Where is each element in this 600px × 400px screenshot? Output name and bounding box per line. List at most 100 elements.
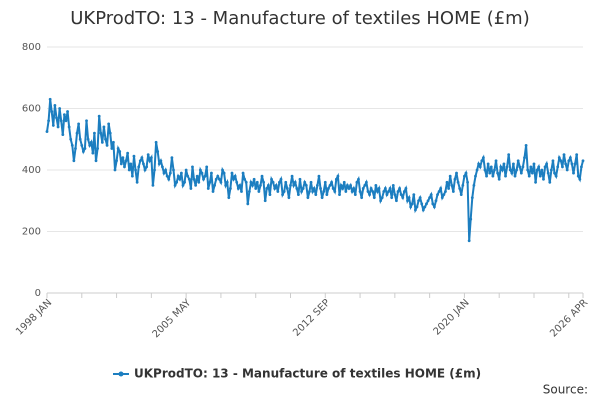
point — [61, 133, 65, 137]
point — [448, 174, 452, 178]
point — [78, 137, 82, 141]
point — [93, 131, 96, 135]
point — [475, 168, 479, 172]
point — [556, 165, 560, 169]
point — [243, 177, 247, 181]
point — [410, 202, 414, 206]
point — [327, 187, 330, 190]
point — [247, 190, 251, 193]
point — [415, 205, 419, 209]
point — [363, 183, 367, 187]
point — [232, 177, 235, 181]
point — [260, 174, 264, 178]
point — [230, 171, 234, 175]
point — [464, 171, 468, 175]
point — [205, 165, 209, 169]
point — [510, 171, 514, 175]
point — [172, 168, 175, 172]
point — [129, 162, 133, 166]
point — [66, 110, 69, 113]
point — [159, 159, 163, 163]
point — [325, 193, 329, 197]
point — [450, 183, 454, 187]
point — [254, 187, 258, 190]
point — [83, 147, 87, 150]
point — [477, 162, 481, 166]
point — [399, 193, 403, 197]
point — [406, 199, 409, 203]
point — [402, 190, 406, 193]
point — [181, 183, 185, 187]
point — [227, 196, 231, 200]
point — [515, 168, 518, 172]
point — [519, 171, 523, 175]
point — [191, 165, 194, 169]
point — [366, 190, 370, 193]
point — [388, 187, 392, 190]
point — [295, 187, 299, 190]
y-tick-label: 600 — [22, 104, 41, 115]
point — [396, 190, 400, 193]
point — [545, 162, 549, 166]
point — [442, 193, 446, 197]
point — [336, 174, 340, 178]
point — [266, 183, 270, 187]
point — [184, 168, 188, 172]
point — [211, 190, 215, 193]
point — [481, 156, 485, 160]
point — [278, 180, 281, 184]
y-tick-label: 200 — [22, 227, 41, 238]
point — [178, 177, 182, 181]
point — [100, 140, 104, 144]
point — [74, 147, 77, 150]
point — [431, 202, 435, 206]
point — [377, 187, 381, 190]
point — [240, 190, 243, 193]
point — [298, 177, 302, 181]
x-tick-label: 2020 JAN — [432, 297, 472, 337]
source: Source: — [543, 383, 588, 397]
point — [308, 190, 311, 193]
point — [304, 183, 308, 187]
legend-label: UKProdTO: 13 - Manufacture of textiles H… — [134, 367, 481, 381]
point — [89, 140, 93, 144]
point — [126, 151, 130, 155]
point — [246, 202, 250, 206]
point — [376, 190, 379, 193]
point — [463, 174, 466, 178]
point — [480, 159, 484, 163]
point — [557, 156, 561, 160]
point — [241, 171, 245, 175]
point — [107, 122, 111, 126]
point — [526, 168, 530, 172]
point — [203, 174, 207, 178]
point — [75, 131, 79, 135]
point — [439, 187, 443, 190]
point — [523, 156, 526, 160]
point — [236, 187, 240, 190]
point — [224, 183, 228, 187]
point — [153, 168, 156, 172]
point — [176, 174, 180, 178]
point — [440, 196, 444, 200]
point — [214, 177, 218, 181]
point — [51, 124, 55, 127]
point — [527, 174, 531, 178]
point — [322, 190, 326, 193]
point — [418, 196, 422, 200]
series-line — [46, 99, 584, 241]
point — [112, 140, 115, 144]
point — [546, 171, 550, 175]
point — [437, 190, 441, 193]
x-tick-label: 1998 JAN — [14, 297, 54, 337]
y-tick-label: 0 — [35, 288, 41, 299]
point — [300, 190, 303, 193]
point — [575, 153, 579, 157]
point — [395, 199, 398, 203]
point — [156, 150, 160, 153]
point — [99, 131, 103, 135]
point — [470, 196, 474, 200]
point — [189, 187, 193, 190]
point — [306, 196, 310, 200]
point — [564, 162, 568, 166]
